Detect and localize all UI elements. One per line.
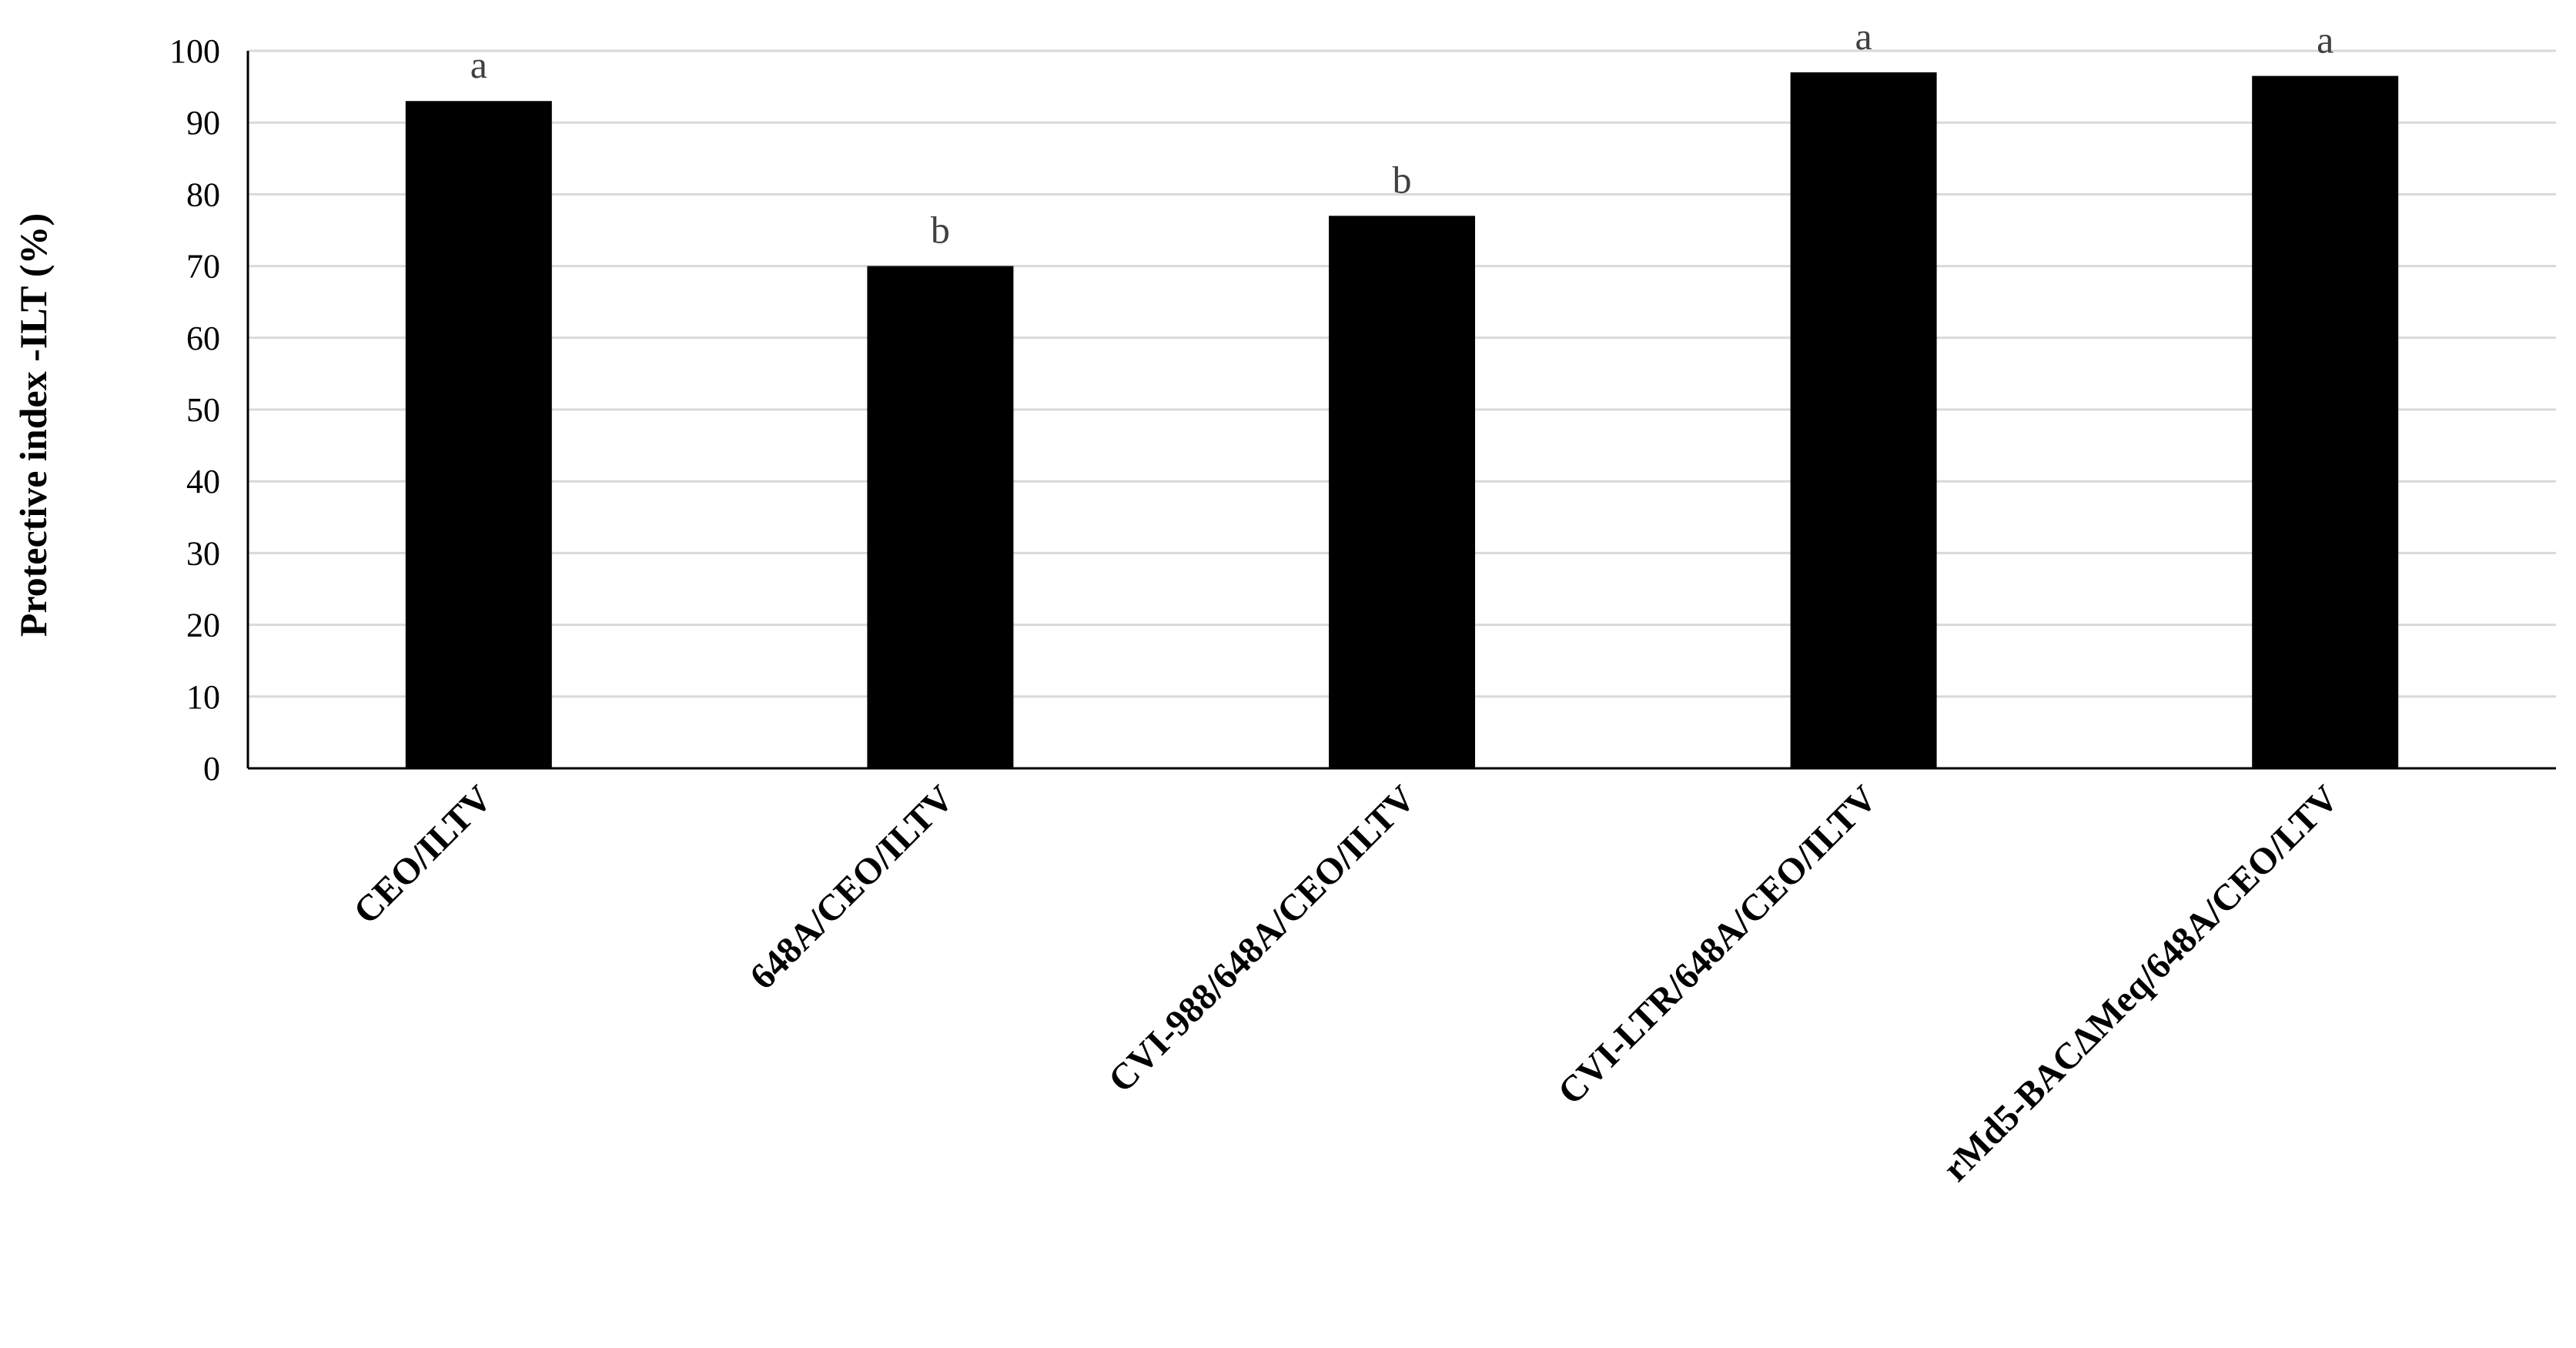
bar (405, 101, 552, 769)
x-tick-label: 648A/CEO/ILTV (742, 778, 962, 997)
x-tick-label: CEO/ILTV (346, 778, 500, 932)
y-tick-label: 60 (186, 319, 220, 357)
bar (2252, 75, 2399, 769)
significance-letter: b (1393, 158, 1412, 201)
significance-letter: a (470, 43, 487, 86)
y-tick-label: 40 (186, 463, 220, 500)
y-tick-label: 30 (186, 534, 220, 572)
y-axis-title: Protective index -ILT (%) (12, 213, 55, 637)
y-tick-label: 70 (186, 248, 220, 286)
bar (867, 266, 1014, 769)
axes (246, 51, 2556, 770)
significance-letters: a b b a a (470, 15, 2334, 252)
x-tick-label: CVI-LTR/648A/CEO/ILTV (1551, 778, 1885, 1112)
y-tick-label: 0 (203, 750, 220, 788)
x-tick-labels: CEO/ILTV 648A/CEO/ILTV CVI-988/648A/CEO/IL… (346, 778, 2347, 1189)
x-tick-label: CVI-988/648A/CEO/ILTV (1101, 778, 1423, 1100)
significance-letter: a (2317, 18, 2333, 62)
y-tick-label: 10 (186, 678, 220, 716)
bars (405, 72, 2399, 769)
y-tick-label: 50 (186, 391, 220, 429)
y-tick-label: 80 (186, 176, 220, 213)
y-tick-labels: 0 10 20 30 40 50 60 70 80 90 100 (169, 32, 220, 788)
x-tick-label: rMd5-BACΔMeq/648A/CEO/LTV (1935, 778, 2347, 1189)
significance-letter: b (931, 209, 950, 252)
bar (1329, 216, 1475, 768)
y-tick-label: 20 (186, 607, 220, 644)
y-tick-label: 90 (186, 104, 220, 142)
y-tick-label: 100 (169, 32, 220, 70)
bar (1790, 72, 1937, 768)
significance-letter: a (1855, 15, 1872, 58)
